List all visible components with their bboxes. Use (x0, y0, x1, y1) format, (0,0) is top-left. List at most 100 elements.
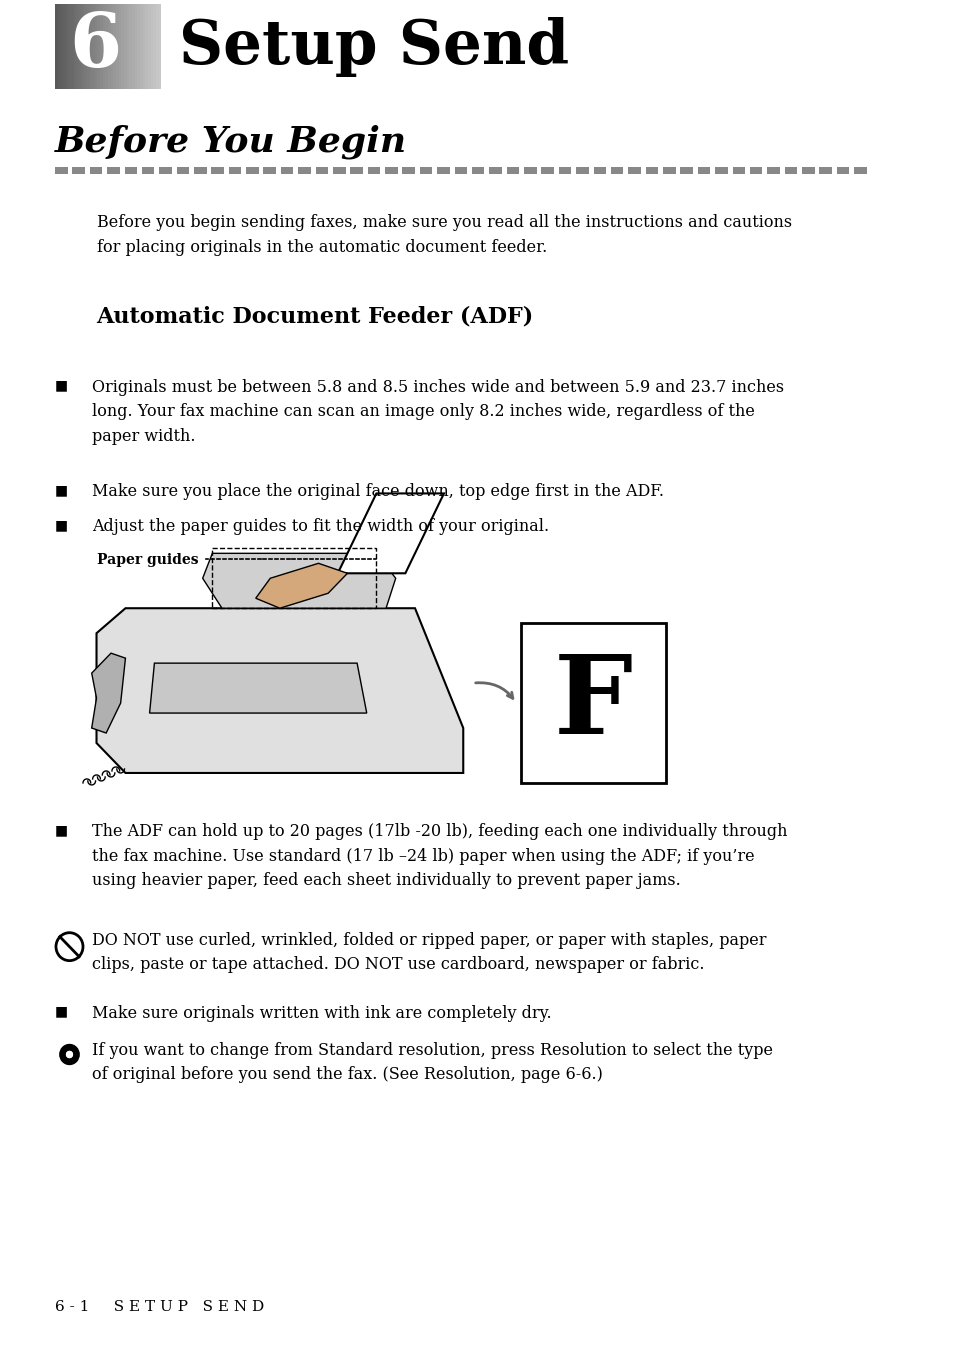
Bar (153, 4, 155, 89)
Text: Adjust the paper guides to fit the width of your original.: Adjust the paper guides to fit the width… (91, 518, 548, 535)
Bar (142, 166, 154, 174)
Bar (142, 4, 145, 89)
Text: ■: ■ (55, 379, 68, 392)
Bar (454, 166, 467, 174)
Bar (72, 166, 85, 174)
Bar (90, 166, 102, 174)
Bar (108, 4, 111, 89)
Bar (134, 4, 137, 89)
Bar (55, 166, 68, 174)
Text: DO NOT use curled, wrinkled, folded or ripped paper, or paper with staples, pape: DO NOT use curled, wrinkled, folded or r… (91, 932, 765, 973)
Polygon shape (202, 553, 395, 608)
Bar (84, 4, 87, 89)
Text: ■: ■ (55, 823, 68, 837)
Bar (103, 4, 106, 89)
Bar (155, 4, 158, 89)
Bar (229, 166, 241, 174)
Bar (298, 166, 311, 174)
Bar (489, 166, 501, 174)
Text: If you want to change from Standard resolution, press Resolution to select the t: If you want to change from Standard reso… (91, 1041, 772, 1083)
Text: The ADF can hold up to 20 pages (17lb -20 lb), feeding each one individually thr: The ADF can hold up to 20 pages (17lb -2… (91, 823, 786, 890)
Polygon shape (520, 623, 665, 783)
Polygon shape (91, 653, 126, 733)
Bar (100, 4, 103, 89)
Polygon shape (255, 564, 347, 608)
Bar (558, 166, 571, 174)
Text: ■: ■ (55, 484, 68, 498)
Bar (523, 166, 536, 174)
Bar (57, 4, 60, 89)
Bar (436, 166, 449, 174)
Bar (472, 166, 484, 174)
Text: Setup Send: Setup Send (178, 16, 568, 77)
Bar (106, 4, 108, 89)
Bar (125, 166, 137, 174)
Bar (145, 4, 148, 89)
Text: Make sure you place the original face down, top edge first in the ADF.: Make sure you place the original face do… (91, 484, 663, 500)
Bar (63, 4, 66, 89)
Bar (176, 166, 189, 174)
Bar (593, 166, 605, 174)
Bar (92, 4, 94, 89)
Bar (130, 4, 132, 89)
Bar (71, 4, 73, 89)
Text: F: F (554, 649, 633, 757)
Bar (333, 166, 345, 174)
Bar (749, 166, 761, 174)
Bar (541, 166, 554, 174)
Bar (280, 166, 294, 174)
Polygon shape (337, 493, 443, 573)
Bar (76, 4, 79, 89)
Bar (212, 166, 224, 174)
Bar (113, 4, 116, 89)
Bar (66, 4, 69, 89)
Bar (263, 166, 275, 174)
Bar (69, 4, 71, 89)
Text: Make sure originals written with ink are completely dry.: Make sure originals written with ink are… (91, 1005, 551, 1022)
Circle shape (67, 1052, 72, 1057)
Bar (81, 4, 84, 89)
Text: Automatic Document Feeder (ADF): Automatic Document Feeder (ADF) (96, 306, 533, 327)
Bar (87, 4, 90, 89)
Bar (819, 166, 831, 174)
Bar (94, 4, 97, 89)
Bar (159, 166, 172, 174)
Bar (315, 166, 328, 174)
Bar (610, 166, 623, 174)
Bar (836, 166, 848, 174)
Bar (158, 4, 161, 89)
Bar (111, 4, 113, 89)
Bar (732, 166, 744, 174)
Text: Originals must be between 5.8 and 8.5 inches wide and between 5.9 and 23.7 inche: Originals must be between 5.8 and 8.5 in… (91, 379, 783, 445)
Bar (697, 166, 710, 174)
Bar (350, 166, 362, 174)
Bar (645, 166, 658, 174)
Circle shape (67, 1052, 72, 1057)
Bar (402, 166, 415, 174)
Bar (97, 4, 100, 89)
Bar (628, 166, 640, 174)
Bar (60, 4, 63, 89)
Bar (679, 166, 692, 174)
Bar (246, 166, 258, 174)
Text: ■: ■ (55, 518, 68, 533)
Bar (127, 4, 130, 89)
Bar (193, 166, 206, 174)
Bar (766, 166, 779, 174)
Bar (151, 4, 153, 89)
Bar (148, 4, 151, 89)
Bar (576, 166, 588, 174)
Bar (137, 4, 140, 89)
Bar (107, 166, 119, 174)
Polygon shape (150, 662, 366, 713)
Bar (132, 4, 134, 89)
Text: 6 - 1     S E T U P   S E N D: 6 - 1 S E T U P S E N D (55, 1301, 264, 1314)
Bar (419, 166, 432, 174)
Bar (783, 166, 797, 174)
Text: 6: 6 (70, 11, 121, 84)
Bar (367, 166, 380, 174)
Bar (118, 4, 121, 89)
Bar (116, 4, 118, 89)
Text: Before you begin sending faxes, make sure you read all the instructions and caut: Before you begin sending faxes, make sur… (96, 214, 791, 256)
Bar (662, 166, 675, 174)
